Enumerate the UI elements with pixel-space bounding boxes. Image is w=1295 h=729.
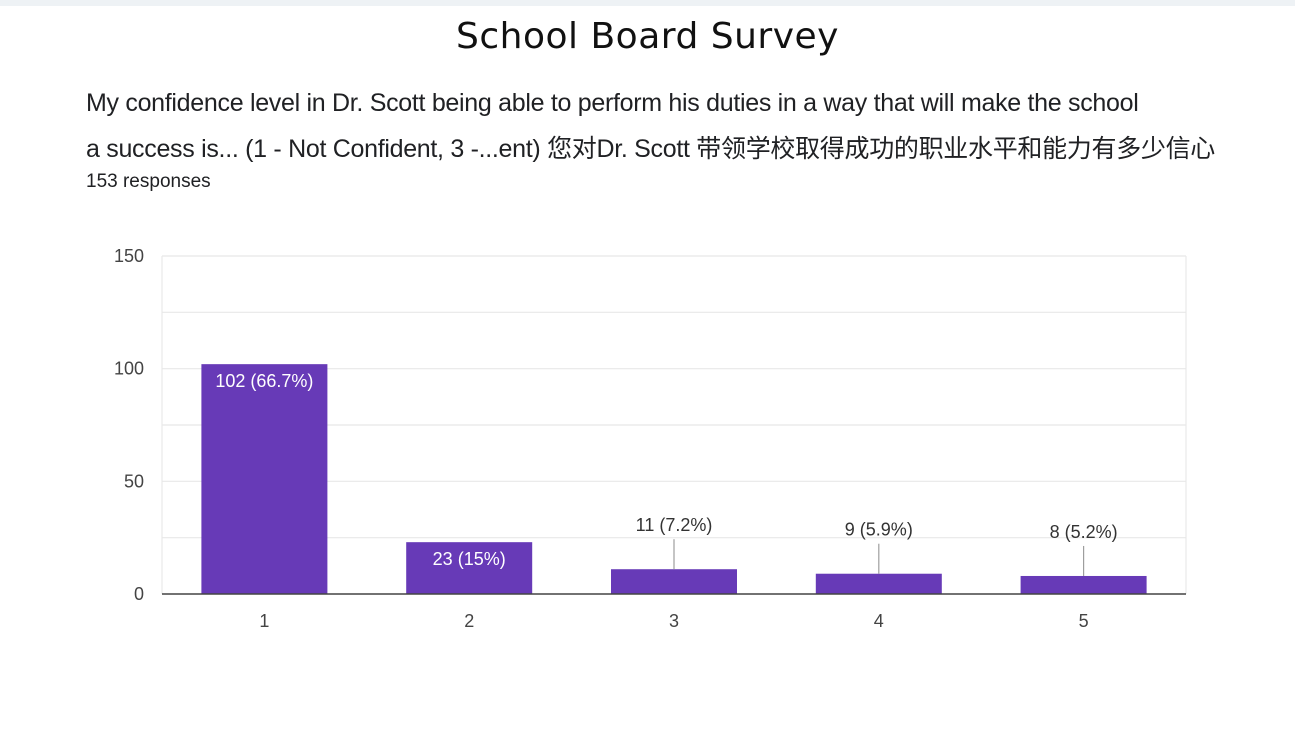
bar-chart: 0 50 100 150 1 102 (66.7%) 2 23 (15%) 3 11 (7.2%)… xyxy=(114,246,1187,631)
y-tick-label: 150 xyxy=(114,246,144,266)
x-tick-label: 3 xyxy=(669,611,679,631)
bar xyxy=(406,542,533,594)
page-title: School Board Survey xyxy=(456,16,839,57)
bar xyxy=(815,573,942,594)
data-label: 102 (66.7%) xyxy=(215,371,313,391)
question-line-2: a success is... (1 - Not Confident, 3 -.… xyxy=(86,135,1215,163)
y-tick-label: 50 xyxy=(124,471,144,491)
bar xyxy=(611,569,737,594)
x-tick-label: 4 xyxy=(874,611,884,631)
x-tick-label: 2 xyxy=(464,611,474,631)
survey-question: My confidence level in Dr. Scott being a… xyxy=(86,80,1215,172)
question-line-1: My confidence level in Dr. Scott being a… xyxy=(86,89,1139,117)
data-label: 11 (7.2%) xyxy=(636,515,713,535)
bar xyxy=(201,364,328,594)
y-tick-label: 100 xyxy=(114,359,144,379)
response-count: 153 responses xyxy=(86,171,211,192)
data-label: 9 (5.9%) xyxy=(845,520,913,540)
bar xyxy=(1020,575,1147,594)
y-tick-label: 0 xyxy=(134,584,144,604)
x-tick-label: 1 xyxy=(259,611,269,631)
x-tick-label: 5 xyxy=(1079,611,1089,631)
top-strip xyxy=(0,0,1295,6)
data-label: 23 (15%) xyxy=(433,549,506,569)
data-label: 8 (5.2%) xyxy=(1050,522,1118,542)
